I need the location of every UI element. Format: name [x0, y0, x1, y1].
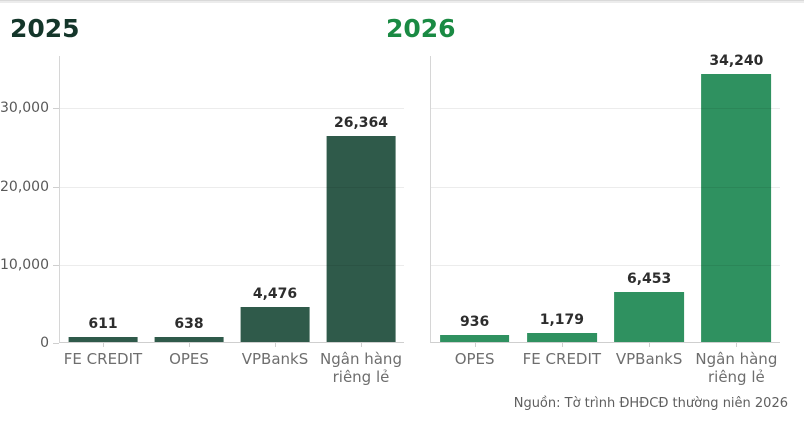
bar-value-label: 1,179 — [539, 311, 585, 328]
gridline — [431, 186, 780, 188]
x-axis-category-label: FE CREDIT — [522, 350, 602, 368]
source-note: Nguồn: Tờ trình ĐHĐCĐ thường niên 2026 — [513, 396, 788, 411]
bar-value-label: 6,453 — [626, 270, 672, 287]
y-axis-tick — [53, 108, 59, 110]
gridline — [60, 186, 404, 188]
bar-value-label: 611 — [88, 316, 118, 333]
x-axis-tick — [736, 343, 738, 347]
bar — [326, 135, 396, 342]
y-axis-tick — [53, 343, 59, 344]
chart-title-2026: 2026 — [386, 14, 456, 43]
bar — [68, 337, 138, 342]
x-axis-tick — [649, 343, 651, 347]
x-axis-category-label: VPBankS — [615, 350, 683, 368]
x-axis-category-label: OPES — [169, 350, 209, 368]
y-axis-tick — [53, 186, 59, 188]
y-axis-tick-label: 10,000 — [0, 256, 49, 273]
y-axis-tick-label: 20,000 — [0, 178, 49, 195]
plot-area: 611 FE CREDIT 638 OPES 4,476 VPBankS 26,364 Ngâ… — [59, 56, 404, 386]
x-axis-category-label: VPBankS — [241, 350, 309, 368]
bar-value-label: 34,240 — [709, 53, 764, 70]
x-axis-category-label: Ngân hàng riêng lẻ — [695, 350, 778, 386]
bar-value-label: 936 — [460, 313, 490, 330]
bar — [526, 332, 597, 342]
y-axis-tick-label: 30,000 — [0, 100, 49, 117]
bar-slots: 611 FE CREDIT 638 OPES 4,476 VPBankS 26,364 Ngâ… — [60, 56, 404, 386]
bar — [439, 334, 510, 342]
top-border — [0, 0, 804, 3]
bar-chart-2025: 611 FE CREDIT 638 OPES 4,476 VPBankS 26,364 Ngâ… — [0, 56, 404, 386]
y-axis-tick — [53, 264, 59, 266]
bar-value-label: 26,364 — [333, 114, 389, 131]
gridline — [431, 108, 780, 110]
bar — [154, 337, 224, 342]
bar — [614, 291, 685, 342]
chart-category-slot: 1,179 FE CREDIT — [518, 56, 605, 368]
x-axis-tick — [189, 343, 190, 347]
bar-chart-2026: 936 OPES 1,179 FE CREDIT 6,453 VPBankS 34,240 N… — [430, 53, 780, 386]
y-axis-tick-label: 0 — [40, 335, 49, 351]
bar-value-label: 638 — [174, 316, 204, 333]
x-axis-tick — [361, 343, 362, 347]
chart-category-slot: 26,364 Ngân hàng riêng lẻ — [318, 56, 404, 386]
bar — [240, 307, 310, 342]
bar-slots: 936 OPES 1,179 FE CREDIT 6,453 VPBankS 34,240 N… — [431, 53, 780, 386]
bar — [701, 74, 772, 342]
gridline — [60, 108, 404, 110]
x-axis-tick — [561, 343, 563, 347]
chart-category-slot: 34,240 Ngân hàng riêng lẻ — [693, 53, 780, 386]
x-axis-category-label: FE CREDIT — [63, 350, 143, 368]
x-axis-tick — [275, 343, 276, 347]
chart-category-slot: 6,453 VPBankS — [606, 56, 693, 368]
x-axis-tick — [474, 343, 476, 347]
chart-category-slot: 611 FE CREDIT — [60, 56, 146, 368]
chart-category-slot: 638 OPES — [146, 56, 232, 368]
x-axis-category-label: Ngân hàng riêng lẻ — [320, 350, 402, 386]
x-axis-category-label: OPES — [454, 350, 495, 368]
chart-category-slot: 936 OPES — [431, 56, 518, 368]
x-axis-tick — [103, 343, 104, 347]
bar-value-label: 4,476 — [252, 286, 298, 302]
chart-category-slot: 4,476 VPBankS — [232, 56, 318, 368]
gridline — [60, 264, 404, 266]
gridline — [431, 264, 780, 266]
plot-area: 936 OPES 1,179 FE CREDIT 6,453 VPBankS 34,240 N… — [430, 53, 780, 386]
chart-title-2025: 2025 — [10, 14, 80, 43]
